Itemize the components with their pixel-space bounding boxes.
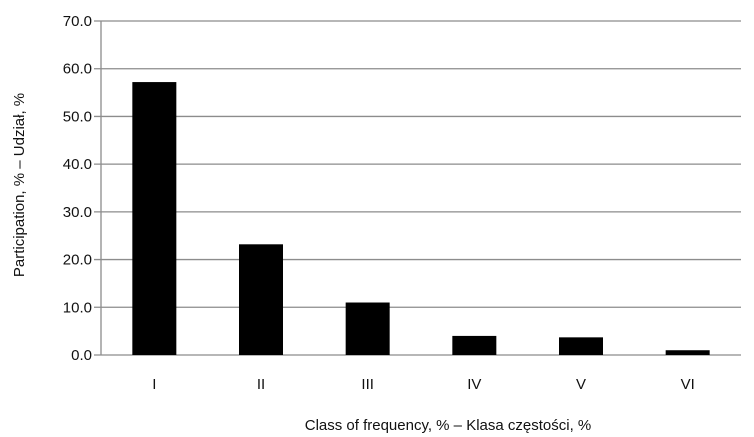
x-tick-label: V [576, 376, 586, 393]
y-axis-title: Participation, % – Udział, % [11, 93, 28, 277]
x-tick-label: II [257, 376, 265, 393]
y-tick-label: 30.0 [63, 204, 92, 221]
y-tick-label: 50.0 [63, 108, 92, 125]
y-tick-label: 60.0 [63, 61, 92, 78]
y-tick-label: 40.0 [63, 156, 92, 173]
bar-iii [345, 302, 390, 355]
x-axis-ticks: I II III IV V VI [152, 376, 695, 393]
x-tick-label: IV [467, 376, 481, 393]
bar-vi [665, 350, 710, 355]
bar-iv [452, 335, 497, 355]
y-tick-label: 70.0 [63, 13, 92, 30]
x-axis-title: Class of frequency, % – Klasa częstości,… [305, 417, 592, 434]
bar-ii [239, 244, 283, 355]
y-tick-label: 0.0 [71, 347, 92, 364]
x-tick-label: III [361, 376, 374, 393]
x-tick-label: VI [681, 376, 695, 393]
bars [132, 82, 710, 356]
bar-v [559, 337, 603, 355]
gridlines [94, 20, 741, 356]
x-tick-label: I [152, 376, 156, 393]
bar-i [132, 82, 177, 356]
y-tick-label: 20.0 [63, 252, 92, 269]
y-axis-ticks: 0.0 10.0 20.0 30.0 40.0 50.0 60.0 70.0 [63, 13, 92, 364]
y-tick-label: 10.0 [63, 299, 92, 316]
